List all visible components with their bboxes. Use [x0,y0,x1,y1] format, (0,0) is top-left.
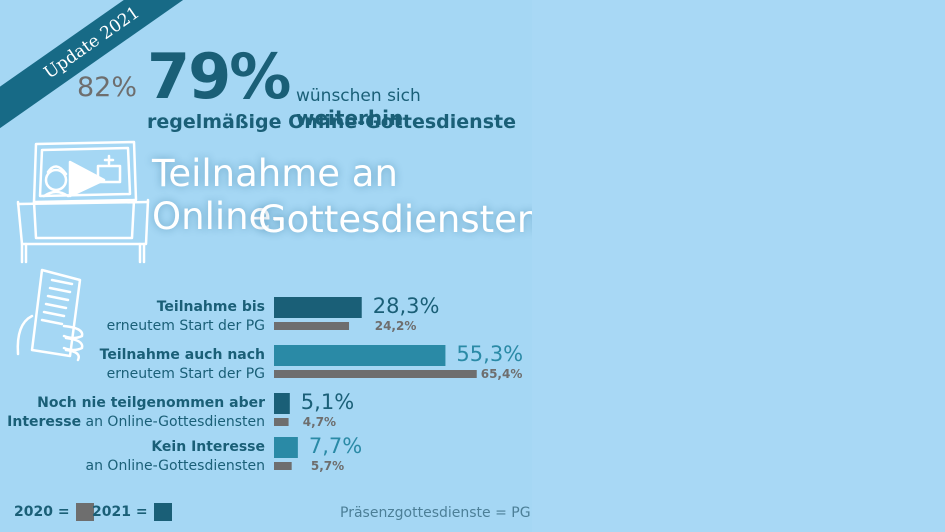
category-4-regular: an Online-Gottesdiensten [85,458,265,474]
category-3-bold-2: Interesse [7,414,82,430]
category-label-3: Noch nie teilgenommen aber Interesse an … [7,394,265,432]
category-3-bold: Noch nie teilgenommen aber [37,395,265,411]
category-3-regular: an Online-Gottesdiensten [85,414,265,430]
bar-2021-4 [274,437,298,458]
value-2021-4: 7,7% [308,434,363,458]
remote-control-doodle-icon [16,268,84,362]
tv-doodle-icon [16,140,150,264]
chart-title-line-2: Gottesdiensten [258,198,532,241]
legend-2021-label: 2021 = [92,504,148,520]
category-label-1: Teilnahme bis erneutem Start der PG [107,298,265,336]
bar-2020-2 [274,370,477,378]
bar-2021-2 [274,345,446,366]
category-2-bold: Teilnahme auch nach [99,347,265,363]
value-2021-2: 55,3% [456,342,524,366]
bar-2021-3 [274,393,290,414]
footnote: Präsenzgottesdienste = PG [340,505,531,521]
value-2021-1: 28,3% [372,294,440,318]
bar-2021-1 [274,297,362,318]
empty-background-panel [532,0,945,532]
legend-2021-swatch [153,503,172,521]
category-1-bold: Teilnahme bis [156,299,265,315]
legend-2021: 2021 = [92,503,172,521]
bar-2020-3 [274,418,289,426]
headline-line-1: wünschen sich weiterhin [296,86,532,130]
headline-line-2: regelmäßige Online-Gottesdienste [147,111,516,133]
legend-2020-swatch [75,503,94,521]
value-2020-4: 5,7% [310,459,345,473]
category-4-bold: Kein Interesse [151,439,265,455]
headline-pct-2021: 79% [147,40,291,113]
value-2021-3: 5,1% [300,390,355,414]
legend-2020: 2020 = [14,503,94,521]
infographic-card: Update 2021 82% 79% wünschen sich weiter… [0,0,532,521]
category-1-regular: erneutem Start der PG [106,318,265,334]
value-2020-1: 24,2% [374,319,417,333]
category-label-2: Teilnahme auch nach erneutem Start der P… [100,346,265,384]
category-2-regular: erneutem Start der PG [106,366,265,382]
bar-2020-4 [274,462,292,470]
value-2020-2: 65,4% [480,367,523,381]
headline-line-1-regular: wünschen sich [296,86,421,106]
value-2020-3: 4,7% [302,415,337,429]
legend-2020-label: 2020 = [14,504,70,520]
headline-line-1-bold: weiterhin [296,106,404,130]
chart-title-line-1: Teilnahme an Online- [152,152,398,238]
category-label-4: Kein Interesse an Online-Gottesdiensten [86,438,265,476]
bar-chart [274,297,477,470]
bar-2020-1 [274,322,350,330]
headline-pct-2020: 82% [77,72,138,103]
